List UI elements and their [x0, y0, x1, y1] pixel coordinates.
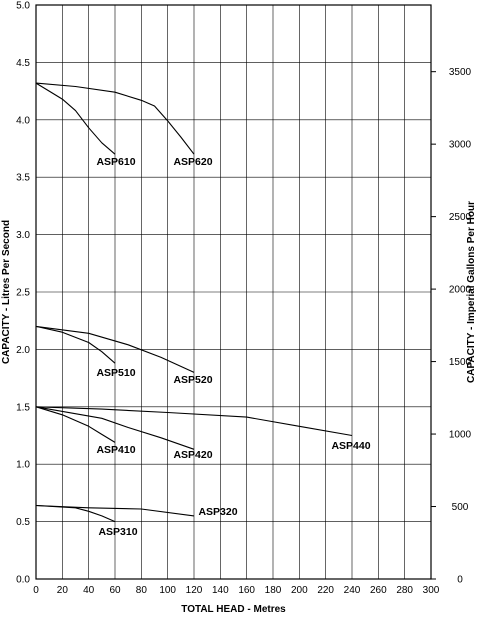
grid-lines: [35, 4, 432, 580]
x-tick-label: 180: [265, 585, 282, 596]
series-line-asp610: [35, 82, 116, 155]
x-tick-label: 0: [33, 585, 39, 596]
series-label-asp510: ASP510: [96, 367, 135, 379]
x-tick-label: 200: [291, 585, 308, 596]
y-tick-label: 5.0: [16, 1, 30, 12]
x-axis-title: TOTAL HEAD - Metres: [181, 604, 286, 615]
y-tick-label: 3.5: [16, 173, 30, 184]
series-lines: [35, 82, 353, 523]
series-labels: ASP610 ASP620 ASP510 ASP520 ASP410 ASP420 ASP4…: [96, 156, 370, 538]
y-tick-label: 4.0: [16, 115, 30, 126]
series-label-asp620: ASP620: [173, 156, 212, 168]
series-line-asp440: [35, 406, 353, 437]
x-tick-label: 20: [57, 585, 69, 596]
y2-tick-label: 1500: [449, 357, 472, 368]
axis-ticks: 0 20 40 60 80 100 120 140 160 180 200 220 240 260 280 3…: [16, 1, 471, 597]
y-tick-label: 2.0: [16, 345, 30, 356]
x-tick-label: 60: [109, 585, 121, 596]
series-label-asp610: ASP610: [96, 156, 135, 168]
y-tick-label: 1.5: [16, 402, 30, 413]
y2-tick-label: 2500: [449, 212, 472, 223]
series-line-asp510: [35, 325, 116, 364]
plot-area-frame: [35, 4, 432, 580]
x-tick-label: 240: [344, 585, 361, 596]
y2-tick-label: 3500: [449, 67, 472, 78]
y-axis-title: CAPACITY - Litres Per Second: [1, 220, 12, 364]
series-label-asp520: ASP520: [173, 374, 212, 386]
y2-tick-label: 2000: [449, 285, 472, 296]
y2-tick-label: 3000: [449, 140, 472, 151]
y-tick-label: 1.0: [16, 460, 30, 471]
y-tick-label: 3.0: [16, 230, 30, 241]
series-label-asp440: ASP440: [331, 440, 370, 452]
series-line-asp410: [35, 406, 116, 443]
x-tick-label: 260: [370, 585, 387, 596]
y-tick-label: 0.5: [16, 517, 30, 528]
series-line-asp620: [35, 82, 195, 155]
y-tick-label: 4.5: [16, 58, 30, 69]
series-label-asp420: ASP420: [173, 449, 212, 461]
x-tick-label: 80: [136, 585, 148, 596]
x-tick-label: 280: [396, 585, 413, 596]
x-tick-label: 120: [186, 585, 203, 596]
series-line-asp320: [35, 504, 195, 517]
y-tick-label: 2.5: [16, 288, 30, 299]
x-tick-label: 40: [83, 585, 95, 596]
x-tick-label: 160: [238, 585, 255, 596]
series-label-asp410: ASP410: [96, 444, 135, 456]
y2-tick-label: 1000: [449, 430, 472, 441]
x-tick-label: 140: [212, 585, 229, 596]
x-tick-label: 220: [317, 585, 334, 596]
y2-tick-label: 500: [452, 502, 469, 513]
series-label-asp320: ASP320: [198, 506, 237, 518]
y2-axis-title: CAPACITY - Imperial Gallons Per Hour: [466, 201, 477, 383]
x-tick-label: 300: [423, 585, 440, 596]
y-tick-label: 0.0: [16, 575, 30, 586]
series-line-asp420: [35, 406, 195, 450]
x-tick-label: 100: [159, 585, 176, 596]
y2-tick-label: 0: [457, 575, 463, 586]
series-label-asp310: ASP310: [98, 526, 137, 538]
series-line-asp520: [35, 325, 195, 373]
